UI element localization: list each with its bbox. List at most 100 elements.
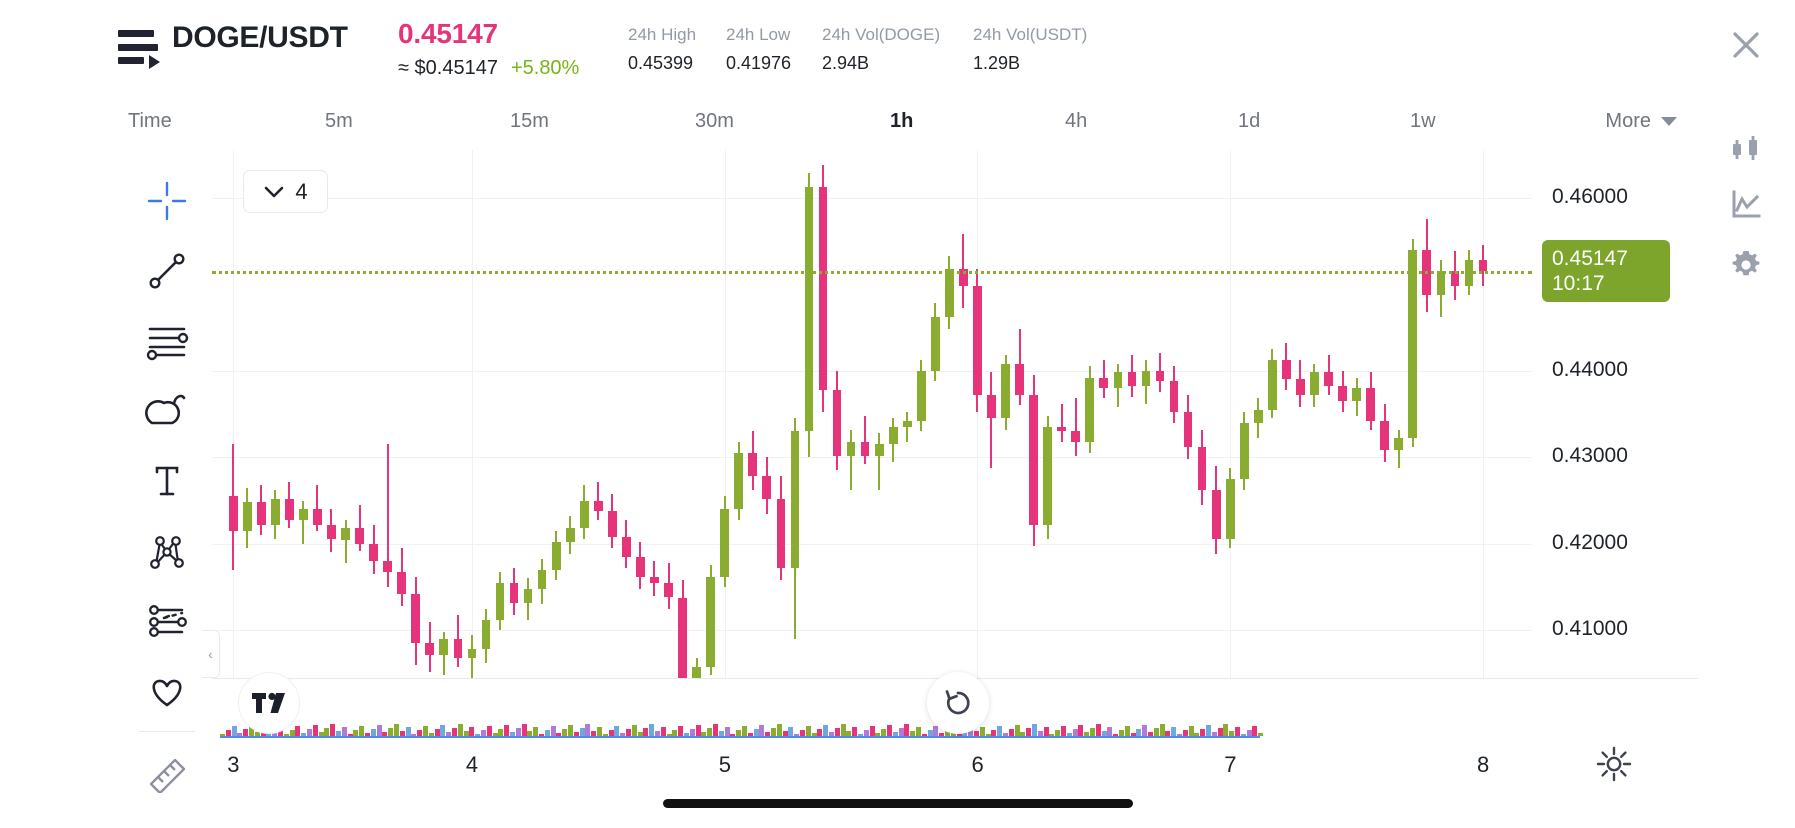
stat-label: 24h Vol(USDT) <box>973 25 1088 44</box>
candle-body <box>1366 388 1375 421</box>
candle <box>1029 150 1038 678</box>
mini-volume-bar <box>898 728 904 736</box>
text-tool-icon[interactable] <box>130 446 204 516</box>
mini-volume-bar <box>1101 731 1107 736</box>
candle-body <box>1408 249 1418 439</box>
candle <box>1113 150 1123 678</box>
mini-volume-bar <box>904 724 910 736</box>
market-stats: 24h High 0.45399 24h Low 0.41976 24h Vol… <box>628 22 1133 78</box>
candle <box>1310 150 1319 678</box>
candle-body <box>804 187 814 432</box>
mini-volume-bar <box>863 730 869 736</box>
candle-wick <box>864 415 867 465</box>
tab-1h[interactable]: 1h <box>890 110 914 132</box>
gear-icon[interactable] <box>1723 242 1769 288</box>
candle <box>537 150 547 678</box>
mini-volume-bar <box>324 728 330 736</box>
candle-wick <box>316 484 319 531</box>
candlestick-type-icon[interactable] <box>1723 126 1769 172</box>
collapse-toolbar-button[interactable]: ‹ <box>202 630 220 678</box>
change-percent: +5.80% <box>510 57 580 79</box>
indicators-chart-icon[interactable] <box>1723 182 1769 228</box>
projection-icon[interactable] <box>130 586 204 656</box>
candle <box>1141 150 1151 678</box>
mini-volume-bar <box>1194 733 1200 736</box>
trend-line-icon[interactable] <box>130 236 204 306</box>
tab-1w[interactable]: 1w <box>1410 110 1436 132</box>
candle <box>1015 150 1024 678</box>
candlestick-chart[interactable] <box>212 150 1532 678</box>
price-axis[interactable]: 0.46000 0.45147 10:17 0.44000 0.43000 0.42000… <box>1540 150 1720 678</box>
mini-volume-bar <box>1043 727 1049 736</box>
grid-line-vertical <box>1483 150 1484 678</box>
candle <box>1464 150 1474 678</box>
more-timeframes-button[interactable]: More <box>1605 110 1677 133</box>
candle <box>1225 150 1235 678</box>
candle-body <box>1394 438 1404 451</box>
candle <box>846 150 856 678</box>
candle <box>987 150 996 678</box>
mini-volume-bar <box>463 731 469 736</box>
mini-volume-bar <box>544 730 550 736</box>
candle-wick <box>878 433 881 491</box>
candle <box>608 150 617 678</box>
tab-4h[interactable]: 4h <box>1065 110 1088 132</box>
candle-body <box>397 571 407 595</box>
candle-body <box>1268 360 1277 410</box>
candle <box>551 150 561 678</box>
candle-body <box>481 620 491 650</box>
tab-15m[interactable]: 15m <box>510 110 549 132</box>
mini-volume-bar <box>225 730 231 736</box>
chart-settings-gear-icon[interactable] <box>1590 740 1638 788</box>
mini-volume-bar <box>1078 725 1084 736</box>
grid-line-vertical <box>977 150 978 678</box>
crosshair-icon[interactable] <box>130 166 204 236</box>
indicator-count-selector[interactable]: 4 <box>243 170 328 213</box>
favorites-heart-icon[interactable] <box>130 656 204 726</box>
ruler-measure-icon[interactable] <box>130 737 204 807</box>
candle <box>439 150 449 678</box>
candle <box>228 150 238 678</box>
mini-volume-bar <box>927 730 933 736</box>
candle <box>776 150 786 678</box>
candle <box>1436 150 1446 678</box>
candle <box>1296 150 1305 678</box>
reset-chart-icon[interactable] <box>927 672 989 734</box>
stat-24h-low: 24h Low 0.41976 <box>726 22 822 78</box>
candle <box>804 150 814 678</box>
mini-volume-bar <box>307 729 312 736</box>
candle <box>1197 150 1207 678</box>
mini-volume-bar <box>585 724 591 736</box>
candle <box>973 150 982 678</box>
tradingview-logo-icon[interactable] <box>238 672 300 734</box>
tab-1d[interactable]: 1d <box>1238 110 1261 132</box>
close-icon[interactable] <box>1723 22 1769 68</box>
candle <box>341 150 350 678</box>
price-axis-label: 0.42000 <box>1552 530 1628 554</box>
mini-volume-bar <box>556 733 562 736</box>
fib-retracement-icon[interactable] <box>130 306 204 376</box>
tab-30m[interactable]: 30m <box>695 110 734 132</box>
candle-body <box>916 370 926 421</box>
candle-body <box>1478 259 1488 272</box>
pattern-xabcd-icon[interactable] <box>130 516 204 586</box>
hamburger-icon[interactable] <box>118 30 160 69</box>
candle-body <box>256 502 266 525</box>
mini-volume-bar <box>249 725 254 736</box>
current-price-time: 10:17 <box>1552 272 1605 296</box>
mini-volume-bar <box>689 729 695 736</box>
current-price-badge[interactable]: 0.45147 10:17 <box>1542 240 1670 303</box>
chevron-down-icon <box>265 186 284 197</box>
brush-icon[interactable] <box>130 376 204 446</box>
mini-volume-bar <box>1003 733 1008 736</box>
candle <box>313 150 322 678</box>
candle <box>692 150 701 678</box>
candle-body <box>341 528 350 540</box>
mini-volume-bar <box>637 732 643 736</box>
grid-line-horizontal <box>212 543 1532 545</box>
mini-volume-bar <box>283 734 289 736</box>
mini-volume-bar <box>1182 730 1188 736</box>
tab-5m[interactable]: 5m <box>325 110 353 132</box>
mini-volume-bar <box>562 729 568 736</box>
candle <box>734 150 744 678</box>
